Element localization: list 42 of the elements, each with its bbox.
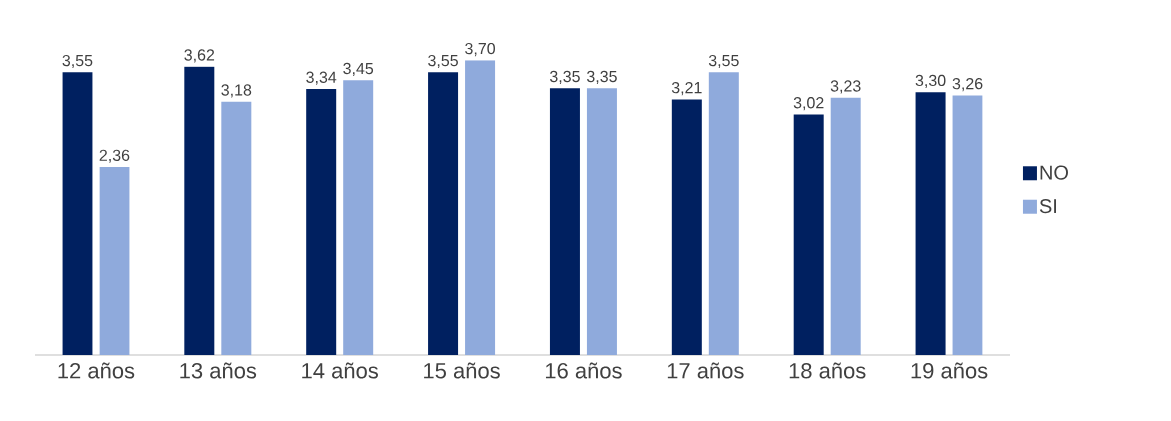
bar bbox=[830, 97, 861, 355]
bar bbox=[549, 88, 580, 355]
data-label: 3,34 bbox=[306, 71, 337, 85]
data-label: 3,02 bbox=[793, 97, 824, 111]
bar bbox=[62, 72, 93, 355]
x-tick-label: 19 años bbox=[911, 362, 988, 379]
data-label: 3,23 bbox=[830, 80, 861, 94]
bar bbox=[221, 101, 252, 355]
x-tick-label: 14 años bbox=[302, 362, 379, 379]
data-label: 3,35 bbox=[549, 70, 580, 85]
x-tick-label: 17 años bbox=[667, 362, 744, 379]
data-label: 3,55 bbox=[428, 54, 458, 69]
data-label: 3,45 bbox=[343, 62, 374, 77]
data-label: 2,36 bbox=[99, 149, 130, 163]
data-label: 3,55 bbox=[62, 54, 93, 69]
data-label: 3,18 bbox=[221, 84, 252, 98]
x-tick-label: 13 años bbox=[180, 362, 257, 379]
bar bbox=[708, 72, 739, 355]
bar bbox=[428, 72, 459, 355]
data-label: 3,62 bbox=[184, 49, 215, 63]
bar bbox=[586, 88, 617, 355]
bar bbox=[99, 167, 130, 355]
x-tick-label: 18 años bbox=[789, 362, 866, 379]
data-label: 3,55 bbox=[708, 54, 739, 69]
data-label: 3,26 bbox=[952, 77, 983, 92]
data-label: 3,21 bbox=[671, 81, 702, 96]
bar bbox=[671, 99, 702, 355]
legend-label: NO bbox=[1040, 165, 1068, 180]
bar bbox=[952, 95, 983, 355]
bar bbox=[306, 89, 337, 355]
data-label: 3,70 bbox=[465, 42, 495, 57]
bar bbox=[465, 60, 496, 355]
legend-label: SI bbox=[1039, 199, 1057, 214]
data-label: 3,35 bbox=[586, 70, 617, 85]
bar bbox=[184, 66, 215, 355]
bar bbox=[915, 92, 946, 355]
bar bbox=[793, 114, 824, 355]
bar bbox=[343, 80, 374, 355]
x-tick-label: 12 años bbox=[58, 362, 135, 379]
x-tick-label: 15 años bbox=[424, 362, 500, 379]
data-label: 3,30 bbox=[915, 74, 946, 88]
x-tick-label: 16 años bbox=[545, 362, 622, 379]
